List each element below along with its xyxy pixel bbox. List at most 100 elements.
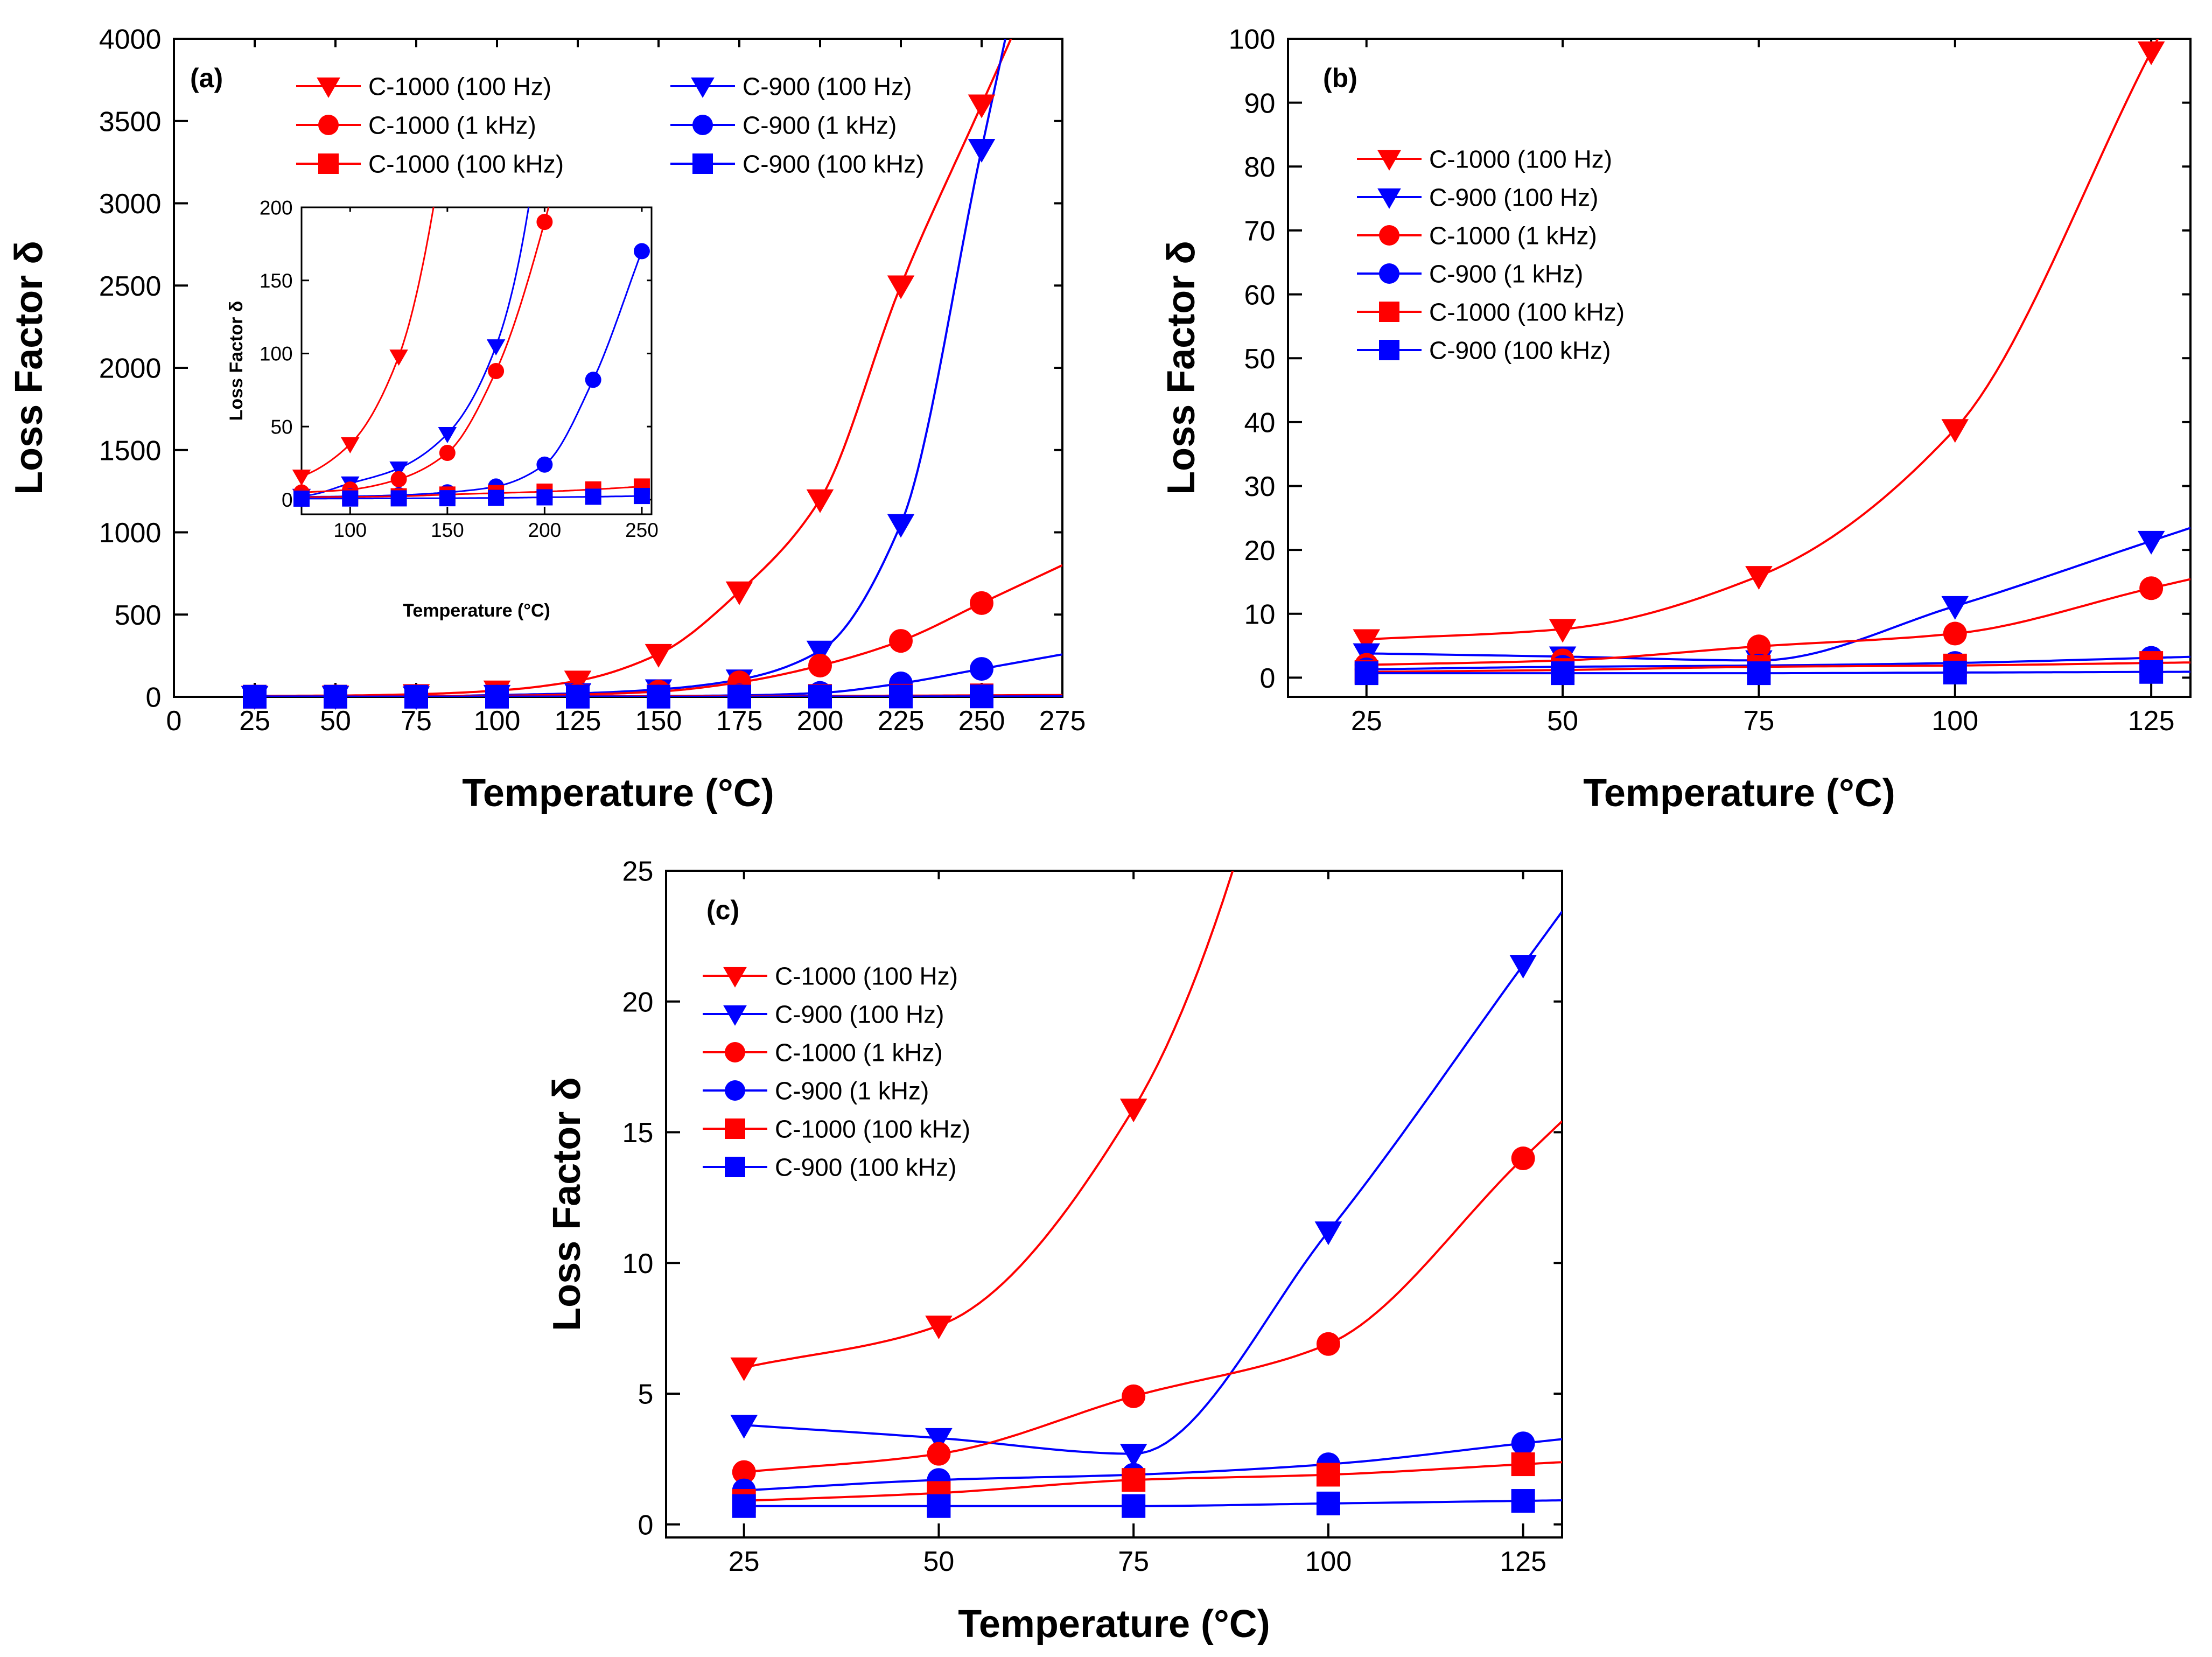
panel-c-data-point [1511, 1431, 1535, 1456]
panel-a-y-tick-label: 1500 [99, 435, 162, 466]
panel-b-data-point [1353, 629, 1381, 653]
panel-a-data-point [889, 684, 913, 709]
inset-data-point [196, 488, 212, 505]
panel-a-data-point [564, 670, 592, 695]
panel-a-y-tick-label: 1000 [99, 518, 162, 549]
panel-c-data-point [1316, 1491, 1340, 1515]
inset-x-tick-label: 200 [528, 519, 562, 541]
panel-c-series-line-5 [744, 1499, 1562, 1507]
panel-b-y-axis-label: Loss Factor δ [1160, 241, 1203, 495]
panel-b-data-point [1747, 634, 1771, 659]
panel-a-y-tick-label: 0 [145, 682, 161, 714]
panel-b-y-tick-label: 70 [1244, 216, 1276, 247]
panel-a-y-axis-label: Loss Factor δ [8, 241, 51, 495]
panel-c-x-tick-label: 50 [923, 1546, 955, 1577]
panel-a-data-point [970, 591, 993, 615]
panel-a-data-point [566, 684, 590, 709]
panel-a-series-lines [254, 39, 1062, 697]
inset-data-point [585, 372, 601, 388]
legend-marker [692, 153, 713, 174]
panel-b-y-tick-label: 80 [1244, 152, 1276, 183]
panel-a-y-tick-label: 3500 [99, 106, 162, 137]
panel-a-data-point [645, 644, 673, 668]
inset-data-point [243, 481, 262, 498]
legend-label: C-900 (1 kHz) [1429, 260, 1583, 288]
legend-marker [723, 967, 747, 988]
panel-c-data-point [925, 1316, 953, 1340]
panel-b-data-point [1941, 596, 1969, 620]
panel-b-y-tick-label: 0 [1259, 663, 1275, 694]
panel-c-data-point [925, 1428, 953, 1452]
panel-a-data-point [647, 684, 670, 709]
inset-y-axis-label: Loss Factor δ [226, 301, 247, 421]
legend-marker [1379, 302, 1399, 322]
panel-c-data-point [1314, 1221, 1342, 1246]
panel-b-legend: C-1000 (100 Hz) C-900 (100 Hz) C-1000 (1 k… [1357, 145, 1625, 365]
panel-a-x-tick-label: 75 [401, 705, 432, 737]
inset-data-point [439, 445, 456, 461]
inset-data-point [633, 488, 650, 505]
inset-data-point [195, 487, 214, 504]
inset-x-tick-label: 250 [625, 519, 659, 541]
inset-y-tick-label: 150 [260, 270, 293, 292]
panel-a-y-tick-label: 4000 [99, 24, 162, 55]
inset-data-point [245, 490, 261, 506]
legend-label: C-1000 (100 Hz) [775, 962, 958, 990]
inset-data-point [488, 363, 505, 379]
legend-marker [317, 77, 340, 98]
panel-b-data-point [1941, 419, 1969, 443]
legend-marker [725, 1080, 745, 1101]
panel-c-y-axis-label: Loss Factor δ [545, 1077, 589, 1331]
panel-c-data-point [1119, 1443, 1147, 1467]
panel-a-data-point [808, 684, 832, 709]
inset-plot-frame [300, 206, 653, 515]
inset-data-point [195, 484, 214, 500]
panel-a-x-tick-label: 25 [239, 705, 270, 737]
panel-c-series-line-0 [744, 871, 1234, 1369]
panel-a-label: (a) [190, 63, 223, 93]
inset-series-markers [195, 214, 650, 507]
panel-b-data-point [1549, 619, 1577, 643]
panel-b-x-tick-label: 50 [1547, 705, 1578, 737]
panel-a-legend: C-1000 (100 Hz) C-1000 (1 kHz) C-1000 (100… [296, 73, 924, 178]
panel-a-data-point [808, 653, 832, 677]
inset-data-point [389, 349, 408, 366]
legend-label: C-1000 (1 kHz) [775, 1039, 943, 1067]
inset-data-point [536, 489, 553, 506]
panel-c-data-point [1122, 1494, 1146, 1518]
panel-a-series-markers [241, 94, 996, 710]
panel-c-series-line-3 [744, 1438, 1562, 1492]
legend-marker [692, 115, 713, 135]
panel-c-data-point [732, 1494, 756, 1518]
panel-b-data-point [2137, 41, 2165, 66]
panel-a-x-tick-label: 0 [166, 705, 182, 737]
panel-b-series-markers [1353, 41, 2165, 686]
panel-c-series-line-4 [744, 1461, 1562, 1502]
panel-c-data-point [1316, 1332, 1340, 1356]
legend-label: C-900 (100 Hz) [775, 1001, 944, 1029]
panel-a-data-point [806, 489, 834, 513]
panel-a-data-point [243, 684, 267, 709]
inset-data-point [196, 490, 212, 506]
inset-series-line-5 [302, 495, 642, 500]
legend-marker [1377, 188, 1401, 209]
panel-b-y-tick-label: 90 [1244, 88, 1276, 119]
legend-marker [725, 1157, 745, 1177]
panel-a-data-point [887, 514, 915, 538]
panel-a-data-point [970, 684, 993, 709]
inset-data-point [390, 471, 407, 487]
panel-b-y-tick-label: 40 [1244, 408, 1276, 439]
panel-b-x-tick-label: 125 [2128, 705, 2175, 737]
panel-a-y-tick-label: 2000 [99, 353, 162, 384]
panel-c-series-line-1 [744, 911, 1562, 1455]
panel-c-y-tick-label: 10 [622, 1248, 654, 1280]
panel-a-x-tick-label: 100 [474, 705, 521, 737]
inset-series-line-0 [302, 207, 435, 478]
inset-data-point [389, 462, 408, 478]
panel-b-series-line-0 [1366, 39, 2159, 641]
panel-c-data-point [1509, 955, 1537, 979]
panel-a-x-tick-label: 125 [555, 705, 601, 737]
inset-data-point [245, 489, 261, 505]
